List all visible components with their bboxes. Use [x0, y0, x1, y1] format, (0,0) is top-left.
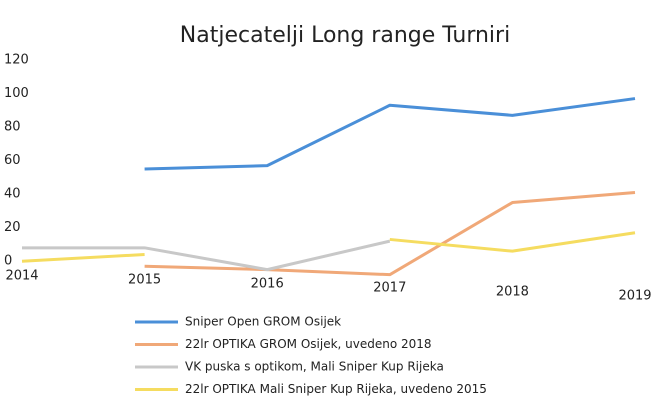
- y-tick-label: 40: [4, 187, 21, 202]
- legend-label: Sniper Open GROM Osijek: [185, 315, 341, 329]
- x-tick-label: 2019: [618, 289, 651, 304]
- series-line: [144, 190, 636, 277]
- x-tick-label: 2014: [5, 269, 38, 284]
- y-tick-label: 100: [4, 86, 29, 101]
- x-tick-label: 2017: [373, 281, 406, 296]
- legend-label: 22lr OPTIKA GROM Osijek, uvedeno 2018: [185, 337, 432, 351]
- series-line: [144, 97, 636, 171]
- x-tick-label: 2015: [128, 273, 161, 288]
- y-tick-label: 80: [4, 120, 21, 135]
- y-tick-label: 120: [4, 53, 29, 68]
- y-tick-label: 0: [4, 254, 12, 269]
- y-tick-label: 60: [4, 153, 21, 168]
- x-tick-label: 2018: [496, 285, 529, 300]
- legend-label: VK puska s optikom, Mali Sniper Kup Rije…: [185, 360, 444, 374]
- legend-label: 22lr OPTIKA Mali Sniper Kup Rijeka, uved…: [185, 382, 487, 396]
- series-line: [22, 239, 391, 272]
- y-tick-label: 20: [4, 220, 21, 235]
- chart-title: Natjecatelji Long range Turniri: [180, 23, 510, 48]
- x-tick-label: 2016: [251, 277, 284, 292]
- series-line: [21, 231, 636, 263]
